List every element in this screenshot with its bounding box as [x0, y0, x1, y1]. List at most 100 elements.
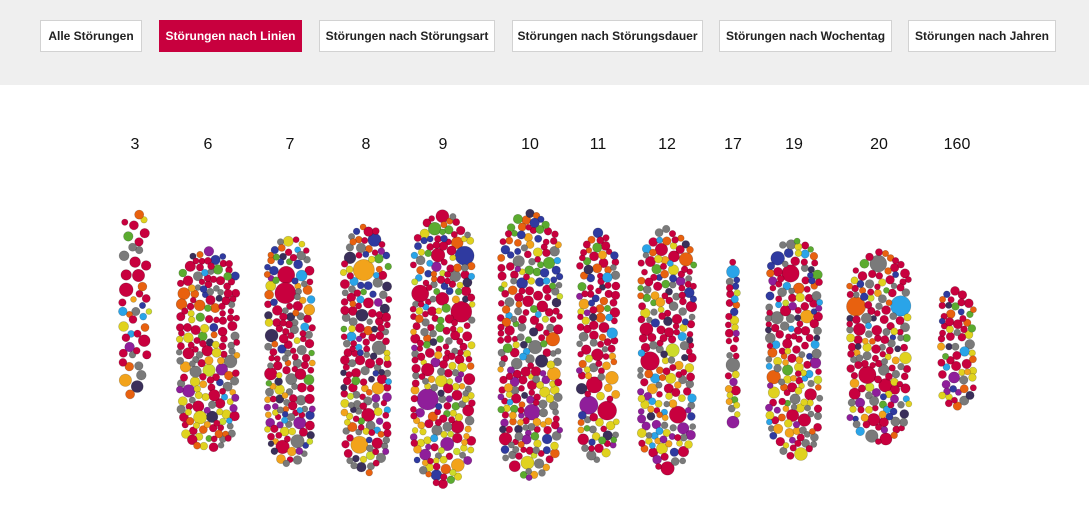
incident-bubble[interactable] [810, 339, 820, 350]
incident-bubble[interactable] [529, 305, 538, 314]
incident-bubble[interactable] [605, 420, 616, 431]
incident-bubble[interactable] [598, 333, 607, 342]
incident-bubble[interactable] [552, 415, 560, 423]
incident-bubble[interactable] [289, 253, 298, 262]
incident-bubble[interactable] [340, 389, 349, 398]
incident-bubble[interactable] [184, 408, 192, 416]
incident-bubble[interactable] [946, 309, 956, 319]
tab-stoerungen-nach-stoerungsart[interactable]: Störungen nach Störungsart [319, 20, 495, 52]
incident-bubble[interactable] [766, 261, 776, 270]
incident-bubble[interactable] [670, 457, 680, 466]
incident-bubble[interactable] [289, 324, 299, 335]
incident-bubble[interactable] [636, 388, 645, 396]
incident-bubble[interactable] [864, 322, 872, 330]
incident-bubble[interactable] [378, 368, 385, 376]
incident-bubble[interactable] [200, 323, 210, 333]
incident-bubble[interactable] [669, 424, 677, 432]
incident-bubble[interactable] [534, 234, 543, 243]
incident-bubble[interactable] [224, 434, 232, 442]
incident-bubble[interactable] [813, 404, 823, 413]
incident-bubble[interactable] [178, 268, 188, 278]
incident-bubble[interactable] [176, 404, 186, 414]
incident-bubble[interactable] [852, 267, 860, 274]
incident-bubble[interactable] [456, 337, 464, 345]
incident-bubble[interactable] [765, 321, 773, 328]
incident-bubble[interactable] [895, 316, 905, 326]
incident-bubble[interactable] [426, 259, 434, 267]
incident-bubble[interactable] [645, 431, 653, 439]
incident-bubble[interactable] [658, 374, 667, 382]
incident-bubble[interactable] [733, 276, 741, 284]
incident-bubble[interactable] [223, 271, 233, 281]
incident-bubble[interactable] [550, 441, 559, 451]
incident-bubble[interactable] [185, 417, 195, 426]
incident-bubble[interactable] [454, 287, 463, 296]
incident-bubble[interactable] [341, 440, 350, 449]
incident-bubble[interactable] [584, 390, 592, 398]
incident-bubble[interactable] [655, 297, 666, 308]
incident-bubble[interactable] [815, 278, 823, 287]
incident-bubble[interactable] [807, 265, 815, 274]
incident-bubble[interactable] [652, 454, 662, 465]
incident-bubble[interactable] [501, 305, 511, 314]
incident-bubble[interactable] [218, 316, 228, 325]
incident-bubble[interactable] [660, 269, 669, 279]
incident-bubble[interactable] [610, 251, 619, 260]
incident-bubble[interactable] [678, 394, 686, 403]
incident-bubble[interactable] [416, 266, 425, 275]
incident-bubble[interactable] [462, 404, 475, 417]
incident-bubble[interactable] [446, 378, 454, 385]
incident-bubble[interactable] [660, 350, 668, 359]
incident-bubble[interactable] [551, 297, 562, 308]
incident-bubble[interactable] [506, 398, 514, 406]
incident-bubble[interactable] [945, 325, 954, 334]
incident-bubble[interactable] [430, 469, 443, 481]
incident-bubble[interactable] [427, 375, 436, 384]
incident-bubble[interactable] [503, 335, 513, 344]
incident-bubble[interactable] [292, 236, 300, 244]
incident-bubble[interactable] [464, 415, 475, 426]
incident-bubble[interactable] [887, 288, 897, 298]
incident-bubble[interactable] [341, 289, 349, 297]
incident-bubble[interactable] [468, 301, 476, 308]
incident-bubble[interactable] [729, 377, 738, 387]
incident-bubble[interactable] [577, 313, 584, 321]
incident-bubble[interactable] [809, 252, 819, 261]
incident-bubble[interactable] [677, 446, 690, 458]
incident-bubble[interactable] [417, 421, 426, 430]
incident-bubble[interactable] [467, 272, 476, 280]
incident-bubble[interactable] [231, 369, 240, 378]
incident-bubble[interactable] [859, 258, 870, 269]
incident-bubble[interactable] [800, 301, 810, 311]
incident-bubble[interactable] [542, 248, 551, 258]
incident-bubble[interactable] [637, 276, 646, 285]
incident-bubble[interactable] [141, 294, 151, 303]
incident-bubble[interactable] [440, 258, 448, 266]
incident-bubble[interactable] [724, 384, 733, 393]
incident-bubble[interactable] [264, 318, 274, 327]
incident-bubble[interactable] [539, 369, 547, 377]
incident-bubble[interactable] [878, 410, 887, 419]
incident-bubble[interactable] [464, 231, 471, 239]
incident-bubble[interactable] [813, 422, 822, 432]
incident-bubble[interactable] [355, 335, 363, 343]
incident-bubble[interactable] [896, 283, 905, 292]
incident-bubble[interactable] [340, 305, 350, 316]
incident-bubble[interactable] [651, 264, 662, 275]
incident-bubble[interactable] [595, 360, 603, 368]
incident-bubble[interactable] [443, 401, 452, 410]
incident-bubble[interactable] [233, 338, 241, 346]
incident-bubble[interactable] [524, 336, 533, 344]
incident-bubble[interactable] [219, 253, 227, 260]
incident-bubble[interactable] [353, 289, 362, 297]
incident-bubble[interactable] [688, 313, 696, 321]
incident-bubble[interactable] [142, 350, 152, 360]
incident-bubble[interactable] [275, 431, 283, 439]
incident-bubble[interactable] [539, 339, 548, 348]
incident-bubble[interactable] [598, 321, 610, 333]
incident-bubble[interactable] [272, 276, 280, 285]
incident-bubble[interactable] [368, 255, 376, 264]
incident-bubble[interactable] [508, 411, 517, 420]
incident-bubble[interactable] [203, 406, 211, 414]
incident-bubble[interactable] [368, 429, 376, 437]
